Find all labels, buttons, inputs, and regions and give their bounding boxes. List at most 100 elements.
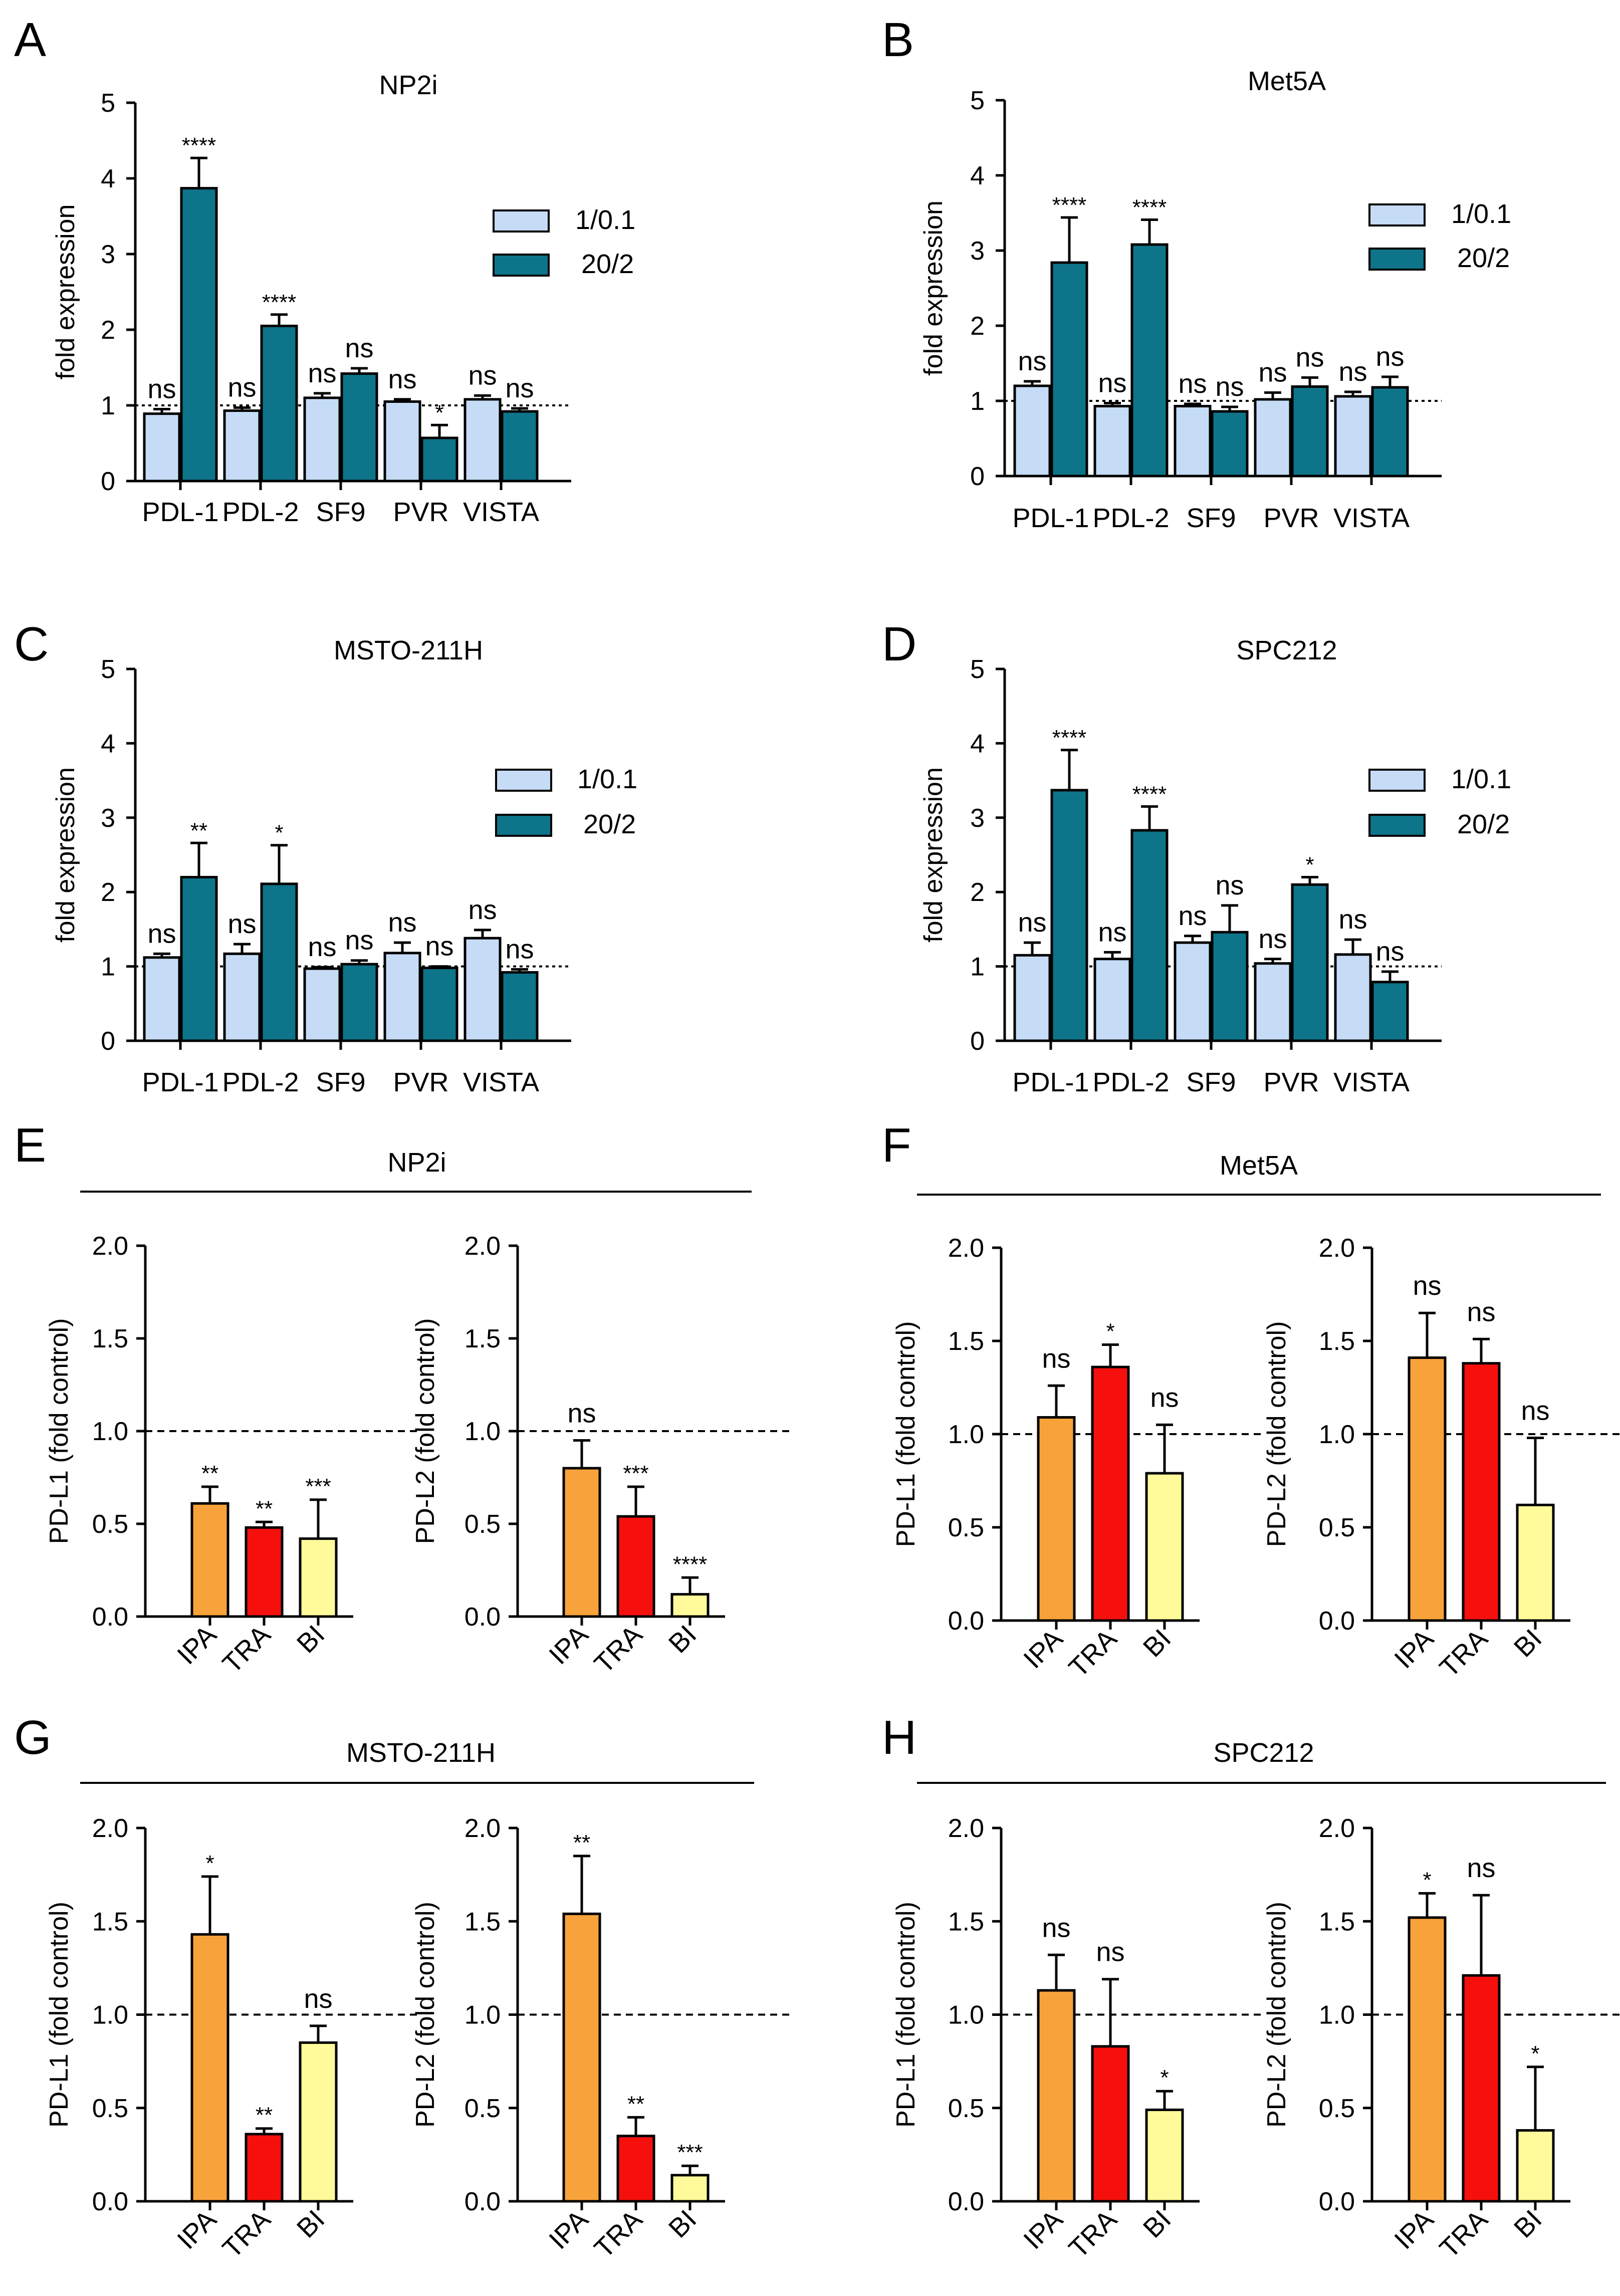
- bar-low: [1254, 962, 1292, 1042]
- y-tick-label: 0.0: [465, 1602, 501, 1632]
- significance-label: ns: [1018, 346, 1046, 376]
- legend-swatch: [493, 209, 550, 233]
- x-tick-label: BI: [663, 1620, 703, 1659]
- panel-e-plot-2: 0.0 0.5 1.0 1.5 2.0 PD-L2 (fold control) ns IPA…: [411, 1232, 790, 1679]
- x-tick-label: BI: [663, 2204, 703, 2244]
- bar-high: [340, 372, 378, 483]
- y-axis-label: fold expression: [51, 204, 80, 380]
- significance-label: ns: [1215, 372, 1244, 402]
- panel-e-title: NP2i: [387, 1147, 446, 1178]
- x-tick-label: IPA: [543, 1620, 594, 1670]
- y-tick-label: 0: [970, 462, 985, 491]
- bar-ipa: [1408, 1916, 1447, 2203]
- y-tick-label: 0.0: [948, 2187, 984, 2216]
- x-tick-label: PDL-2: [1092, 1067, 1169, 1097]
- x-tick-label: PVR: [1263, 503, 1319, 533]
- legend-label: 1/0.1: [1451, 764, 1511, 794]
- y-axis-label: PD-L2 (fold control): [1262, 1321, 1291, 1547]
- significance-label: ns: [147, 919, 176, 949]
- x-tick-label: VISTA: [463, 497, 539, 527]
- bar-low: [223, 952, 261, 1042]
- y-tick-label: 0.5: [92, 1510, 128, 1539]
- y-tick-label: 4: [970, 729, 985, 758]
- significance-label: ns: [308, 932, 336, 962]
- x-tick-label: PDL-2: [222, 1067, 299, 1097]
- panel-d-title: SPC212: [1236, 635, 1337, 665]
- bar-high: [180, 187, 218, 483]
- y-tick-label: 2.0: [92, 1232, 128, 1261]
- bar-high: [1211, 931, 1249, 1042]
- y-tick-label: 2.0: [1319, 1814, 1355, 1843]
- y-tick-label: 0: [101, 467, 115, 496]
- panel-h-title: SPC212: [1213, 1738, 1314, 1768]
- y-tick-label: 2.0: [948, 1234, 984, 1263]
- bar-high: [1291, 385, 1329, 478]
- y-tick-label: 1.0: [1319, 1420, 1355, 1449]
- x-tick-label: TRA: [589, 1620, 648, 1679]
- x-tick-label: PVR: [393, 497, 448, 527]
- y-axis-label: fold expression: [51, 767, 80, 943]
- x-tick-label: SF9: [1186, 503, 1236, 533]
- significance-label: ns: [1258, 358, 1287, 388]
- x-tick-label: VISTA: [463, 1067, 539, 1097]
- x-tick-label: TRA: [217, 2204, 277, 2264]
- significance-label: ns: [388, 364, 416, 394]
- y-tick-label: 4: [101, 164, 115, 193]
- significance-label: ns: [388, 907, 416, 938]
- panel-c-plot: 0 1 2 3 4 5 fold expression PDL-1 ns ** PDL-2 ns * SF…: [51, 655, 571, 1097]
- y-tick-label: 1: [101, 391, 115, 420]
- y-tick-label: 0.0: [92, 2187, 128, 2216]
- significance-label: ****: [673, 1552, 708, 1576]
- bar-high: [420, 967, 458, 1042]
- y-tick-label: 0.5: [948, 2094, 984, 2123]
- y-axis-label: PD-L1 (fold control): [891, 1902, 920, 2128]
- x-tick-label: PDL-1: [142, 497, 218, 527]
- y-tick-label: 0.5: [1319, 1513, 1355, 1542]
- bar-tra: [1091, 2045, 1130, 2203]
- x-tick-label: IPA: [171, 1620, 222, 1670]
- significance-label: *: [1106, 1319, 1114, 1343]
- y-tick-label: 1.0: [948, 1420, 984, 1449]
- legend-swatch: [1368, 769, 1426, 792]
- y-tick-label: 1.5: [948, 1907, 984, 1936]
- x-tick-label: IPA: [1388, 1624, 1439, 1674]
- significance-label: ns: [1375, 937, 1404, 967]
- bar-low: [1174, 941, 1212, 1042]
- panel-f-plot-1: 0.0 0.5 1.0 1.5 2.0 PD-L1 (fold control) ns IPA…: [891, 1234, 1265, 1683]
- bar-ipa: [1037, 1989, 1076, 2203]
- significance-label: ns: [505, 935, 534, 965]
- significance-label: ns: [1178, 901, 1207, 931]
- significance-label: ***: [677, 2140, 703, 2165]
- significance-label: *: [275, 821, 283, 845]
- x-tick-label: TRA: [1063, 2204, 1123, 2264]
- y-axis-label: PD-L2 (fold control): [411, 1318, 440, 1544]
- significance-label: ns: [1258, 924, 1287, 954]
- panel-a-plot: 0 1 2 3 4 5 fold expression PDL-1 ns **** PDL-2 ns *…: [51, 89, 571, 527]
- y-tick-label: 0.5: [948, 1513, 984, 1542]
- bar-high: [501, 410, 539, 483]
- y-tick-label: 5: [101, 655, 115, 684]
- bar-ipa: [1037, 1416, 1076, 1622]
- bar-bi: [299, 1537, 338, 1618]
- significance-label: ns: [1042, 1913, 1070, 1943]
- x-tick-label: TRA: [589, 2204, 648, 2264]
- panel-b-plot: 0 1 2 3 4 5 fold expression PDL-1 ns **** PDL-2 ns *…: [919, 86, 1442, 533]
- significance-label: ns: [1338, 357, 1367, 387]
- y-tick-label: 0.0: [465, 2187, 501, 2216]
- panel-d-legend: 1/0.1 20/2: [1368, 764, 1511, 839]
- y-tick-label: 1.5: [465, 1324, 501, 1353]
- significance-label: *: [1305, 853, 1314, 877]
- x-tick-label: TRA: [1434, 1624, 1494, 1683]
- y-tick-label: 1: [970, 387, 985, 416]
- x-tick-label: TRA: [1063, 1624, 1123, 1683]
- bar-high: [1050, 261, 1088, 478]
- y-tick-label: 0: [101, 1027, 115, 1056]
- significance-label: ns: [345, 333, 373, 363]
- legend-label: 20/2: [1457, 809, 1510, 839]
- bar-high: [340, 963, 378, 1042]
- y-tick-label: 0.5: [465, 2094, 501, 2123]
- y-tick-label: 1.5: [1319, 1907, 1355, 1936]
- legend-swatch: [493, 254, 550, 277]
- y-tick-label: 2.0: [465, 1232, 501, 1261]
- legend-swatch: [495, 814, 552, 837]
